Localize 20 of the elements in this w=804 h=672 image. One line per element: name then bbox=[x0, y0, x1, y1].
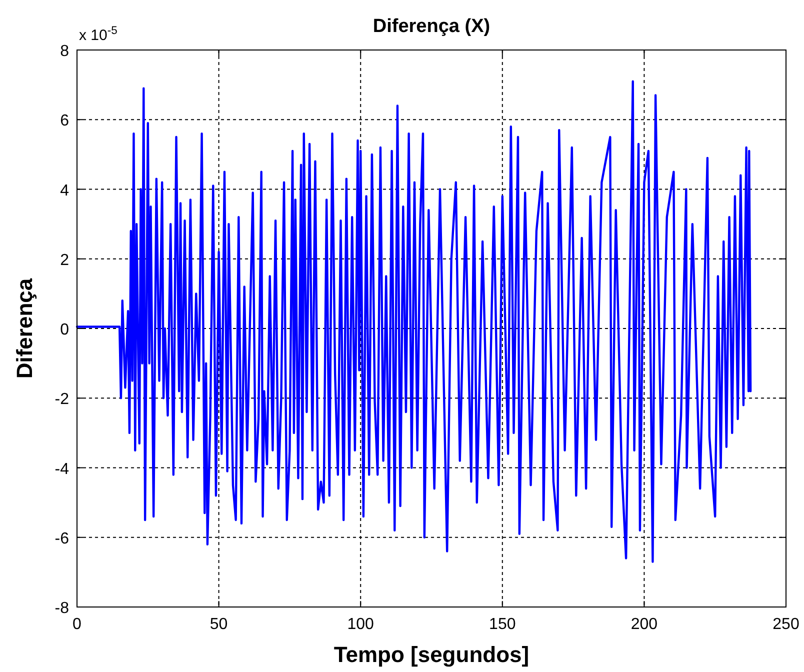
y-tick-label: 4 bbox=[60, 182, 70, 200]
text: x 10$^{-5}$ bbox=[79, 25, 118, 44]
y-tick-label: 8 bbox=[60, 43, 70, 60]
line-series bbox=[76, 80, 752, 563]
x-tick-label: 50 bbox=[210, 616, 228, 633]
x-tick-label: 200 bbox=[630, 616, 658, 633]
x-axis-title: Tempo [segundos] bbox=[334, 642, 530, 667]
x-tick-label: 100 bbox=[347, 616, 374, 633]
y-tick-label: 6 bbox=[60, 112, 70, 130]
x-tick-label: 0 bbox=[72, 616, 82, 633]
y-tick-label: -2 bbox=[54, 391, 70, 408]
chart-title: Diferença (X) bbox=[372, 16, 490, 37]
x-tick-label: 150 bbox=[489, 616, 516, 633]
y-tick-label: 0 bbox=[60, 322, 70, 338]
y-axis-title: Diferença bbox=[12, 278, 37, 379]
x-tick-label: 250 bbox=[772, 616, 800, 633]
y-tick-label: 2 bbox=[60, 252, 70, 269]
y-tick-label: -4 bbox=[54, 460, 70, 478]
y-tick-label: -8 bbox=[54, 600, 70, 617]
y-tick-label: -6 bbox=[54, 530, 70, 548]
